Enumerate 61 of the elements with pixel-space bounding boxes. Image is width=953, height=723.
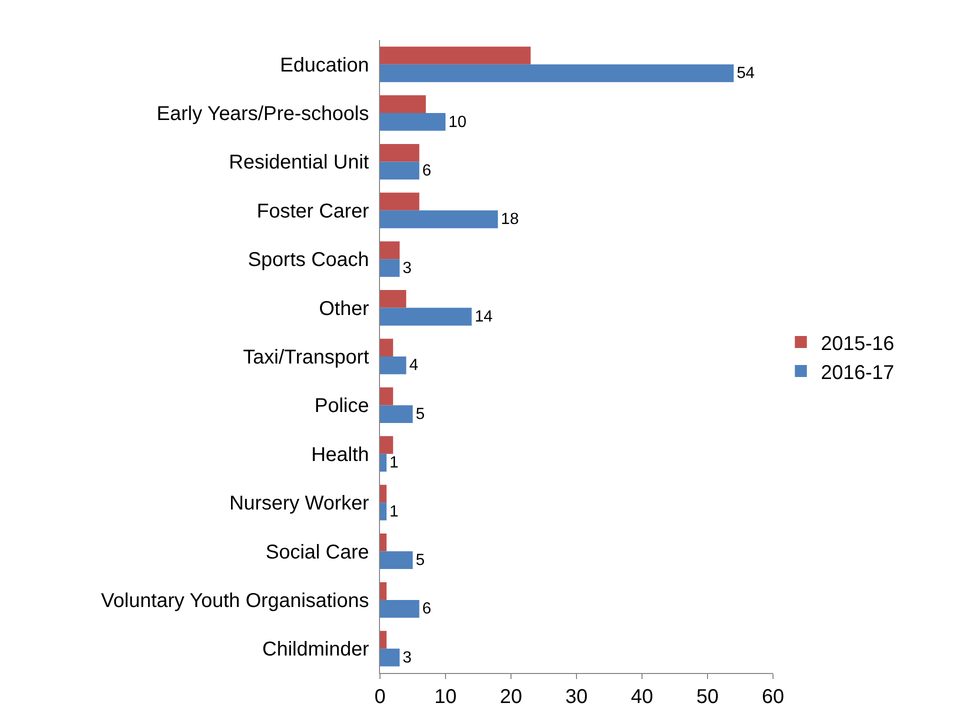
bar — [380, 64, 734, 82]
bar — [380, 356, 406, 374]
bar — [380, 436, 394, 454]
bar — [380, 95, 426, 114]
bar — [380, 308, 472, 326]
data-label: 6 — [422, 600, 432, 618]
x-tick-label: 10 — [434, 686, 457, 708]
bar — [380, 534, 387, 552]
data-label: 3 — [402, 258, 412, 277]
y-tick-label: Childminder — [262, 638, 370, 661]
y-tick-label: Nursery Worker — [229, 492, 370, 515]
bar — [380, 484, 387, 503]
data-label: 4 — [409, 356, 418, 374]
bar — [380, 502, 387, 520]
y-tick-label: Foster Carer — [256, 200, 370, 222]
y-tick-label: Other — [318, 298, 370, 320]
y-tick-label: Voluntary Youth Organisations — [101, 590, 369, 612]
legend-label: 2015-16 — [820, 332, 894, 355]
bar — [380, 551, 413, 570]
x-tick-label: 50 — [696, 686, 719, 708]
bar — [380, 290, 406, 308]
y-tick-label: Taxi/Transport — [243, 346, 370, 368]
data-label: 3 — [402, 648, 412, 666]
bar — [380, 46, 531, 64]
y-tick-label: Police — [314, 395, 369, 418]
data-label: 6 — [422, 161, 432, 180]
bar — [380, 162, 420, 180]
data-label: 5 — [416, 404, 425, 423]
x-tick-label: 20 — [500, 686, 522, 708]
bar — [380, 210, 498, 228]
bar — [380, 192, 420, 210]
y-tick-label: Residential Unit — [228, 152, 370, 174]
x-tick-label: 30 — [565, 686, 588, 708]
x-tick-label: 0 — [374, 686, 386, 708]
bar — [380, 241, 400, 260]
bar — [380, 582, 387, 600]
bar — [380, 113, 446, 131]
y-tick-label: Sports Coach — [248, 249, 369, 272]
legend-label: 2016-17 — [820, 362, 894, 384]
bar — [380, 387, 394, 406]
bar — [380, 454, 387, 472]
bar — [380, 405, 413, 423]
y-tick-label: Education — [280, 54, 369, 76]
bar — [380, 259, 400, 277]
data-label: 1 — [390, 502, 399, 520]
bar — [380, 338, 394, 356]
data-label: 1 — [390, 454, 399, 472]
bar — [380, 600, 420, 618]
y-tick-label: Social Care — [266, 541, 369, 564]
data-label: 14 — [474, 308, 493, 326]
data-label: 18 — [500, 210, 519, 228]
data-label: 54 — [736, 64, 755, 82]
bar — [380, 630, 387, 649]
bar — [380, 648, 400, 666]
data-label: 5 — [416, 551, 425, 569]
y-tick-label: Health — [311, 444, 369, 466]
data-label: 10 — [448, 112, 466, 131]
y-tick-label: Early Years/Pre-schools — [156, 103, 369, 126]
x-tick-label: 40 — [630, 686, 654, 708]
x-tick-label: 60 — [762, 686, 784, 708]
bar — [380, 144, 420, 162]
